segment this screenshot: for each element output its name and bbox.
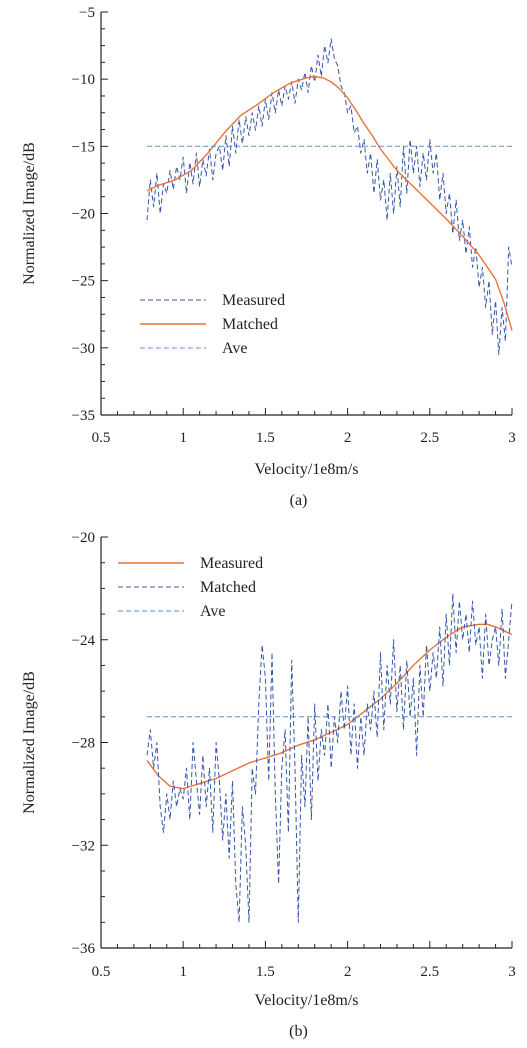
series-line-measured <box>146 38 513 356</box>
y-tick-label: −32 <box>72 838 95 854</box>
x-tick-label: 2.5 <box>420 430 439 446</box>
series-line-matched <box>146 75 513 331</box>
legend-label-matched: Matched <box>222 316 278 333</box>
chart-panel-b: −36 −32 −28 −24 −20 0.5 1 1.5 2 2.5 3 Velocity/1e8m… <box>21 530 516 1040</box>
legend-label-ave: Ave <box>200 603 225 620</box>
chart-panel-a: −35 −30 −25 −20 −15 −10 −5 0.5 1 1.5 2 2.5 3 Velocity… <box>21 5 516 509</box>
series-line-measured <box>146 623 513 790</box>
y-tick-label: −28 <box>72 736 95 752</box>
legend-label-measured: Measured <box>200 555 263 572</box>
x-tick-label: 3 <box>508 430 516 446</box>
y-tick-label: −20 <box>72 530 95 546</box>
y-tick-label: −15 <box>72 139 95 155</box>
x-tick-label: 1 <box>179 964 187 980</box>
legend-label-matched: Matched <box>200 579 256 596</box>
x-axis-label: Velocity/1e8m/s <box>255 992 359 1009</box>
x-tick-label: 2.5 <box>420 964 439 980</box>
x-tick-label: 2 <box>344 430 352 446</box>
y-tick-label: −25 <box>72 274 95 290</box>
y-tick-label: −10 <box>72 72 95 88</box>
x-tick-label: 0.5 <box>92 964 111 980</box>
panel-label: (a) <box>290 492 308 509</box>
x-tick-label: 0.5 <box>92 430 111 446</box>
x-tick-label: 2 <box>344 964 352 980</box>
y-tick-label: −30 <box>72 341 95 357</box>
x-tick-label: 1.5 <box>256 964 275 980</box>
panel-label: (b) <box>289 1023 308 1040</box>
y-axis-label: Normalized Image/dB <box>21 142 38 285</box>
series-line-matched <box>146 593 513 923</box>
y-tick-label: −20 <box>72 207 95 223</box>
x-tick-label: 1 <box>179 430 187 446</box>
y-tick-label: −35 <box>72 408 95 424</box>
x-tick-label: 1.5 <box>256 430 275 446</box>
legend-label-measured: Measured <box>222 292 285 309</box>
x-tick-label: 3 <box>508 964 516 980</box>
y-tick-label: −24 <box>72 633 96 649</box>
y-tick-label: −36 <box>72 941 96 957</box>
y-axis-label: Normalized Image/dB <box>21 671 38 814</box>
legend-label-ave: Ave <box>222 340 247 357</box>
x-axis-label: Velocity/1e8m/s <box>255 461 359 478</box>
y-tick-label: −5 <box>79 5 95 21</box>
